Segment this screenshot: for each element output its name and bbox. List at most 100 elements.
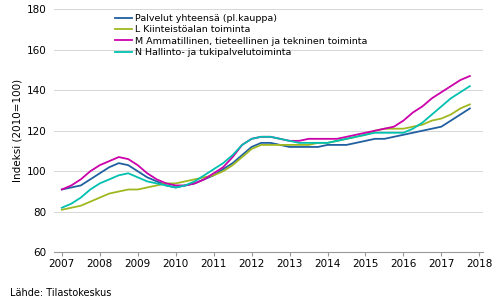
N Hallinto- ja tukipalvelutoiminta — [258, 135, 264, 139]
Text: Lähde: Tilastokeskus: Lähde: Tilastokeskus — [10, 288, 111, 298]
L Kiinteistöalan toiminta — [467, 102, 473, 106]
L Kiinteistöalan toiminta — [69, 206, 74, 209]
Palvelut yhteensä (pl.kauppa) — [420, 129, 425, 133]
M Ammatillinen, tieteellinen ja tekninen toiminta — [382, 127, 387, 130]
N Hallinto- ja tukipalvelutoiminta — [239, 143, 245, 147]
M Ammatillinen, tieteellinen ja tekninen toiminta — [438, 90, 444, 94]
M Ammatillinen, tieteellinen ja tekninen toiminta — [69, 184, 74, 187]
L Kiinteistöalan toiminta — [59, 208, 65, 212]
N Hallinto- ja tukipalvelutoiminta — [324, 141, 330, 145]
M Ammatillinen, tieteellinen ja tekninen toiminta — [173, 184, 178, 187]
Palvelut yhteensä (pl.kauppa) — [353, 141, 359, 145]
Palvelut yhteensä (pl.kauppa) — [296, 145, 302, 149]
Line: L Kiinteistöalan toiminta: L Kiinteistöalan toiminta — [62, 104, 470, 210]
L Kiinteistöalan toiminta — [211, 174, 216, 177]
Palvelut yhteensä (pl.kauppa) — [448, 119, 454, 123]
L Kiinteistöalan toiminta — [220, 169, 226, 173]
Palvelut yhteensä (pl.kauppa) — [286, 145, 292, 149]
M Ammatillinen, tieteellinen ja tekninen toiminta — [163, 181, 169, 185]
N Hallinto- ja tukipalvelutoiminta — [400, 131, 406, 135]
N Hallinto- ja tukipalvelutoiminta — [87, 188, 93, 191]
Legend: Palvelut yhteensä (pl.kauppa), L Kiinteistöalan toiminta, M Ammatillinen, tietee: Palvelut yhteensä (pl.kauppa), L Kiintei… — [115, 14, 368, 57]
M Ammatillinen, tieteellinen ja tekninen toiminta — [87, 169, 93, 173]
M Ammatillinen, tieteellinen ja tekninen toiminta — [420, 105, 425, 108]
Palvelut yhteensä (pl.kauppa) — [69, 186, 74, 189]
M Ammatillinen, tieteellinen ja tekninen toiminta — [78, 178, 84, 181]
Line: Palvelut yhteensä (pl.kauppa): Palvelut yhteensä (pl.kauppa) — [62, 109, 470, 189]
Palvelut yhteensä (pl.kauppa) — [324, 143, 330, 147]
L Kiinteistöalan toiminta — [353, 135, 359, 139]
Palvelut yhteensä (pl.kauppa) — [106, 165, 112, 169]
Palvelut yhteensä (pl.kauppa) — [116, 161, 122, 165]
Palvelut yhteensä (pl.kauppa) — [400, 133, 406, 136]
N Hallinto- ja tukipalvelutoiminta — [306, 141, 312, 145]
N Hallinto- ja tukipalvelutoiminta — [382, 131, 387, 135]
M Ammatillinen, tieteellinen ja tekninen toiminta — [230, 155, 236, 159]
M Ammatillinen, tieteellinen ja tekninen toiminta — [144, 171, 150, 175]
M Ammatillinen, tieteellinen ja tekninen toiminta — [458, 78, 463, 82]
M Ammatillinen, tieteellinen ja tekninen toiminta — [154, 178, 160, 181]
Palvelut yhteensä (pl.kauppa) — [154, 180, 160, 183]
N Hallinto- ja tukipalvelutoiminta — [420, 121, 425, 124]
Palvelut yhteensä (pl.kauppa) — [87, 178, 93, 181]
L Kiinteistöalan toiminta — [97, 196, 103, 199]
N Hallinto- ja tukipalvelutoiminta — [220, 161, 226, 165]
N Hallinto- ja tukipalvelutoiminta — [106, 178, 112, 181]
L Kiinteistöalan toiminta — [438, 117, 444, 120]
Palvelut yhteensä (pl.kauppa) — [201, 178, 207, 181]
M Ammatillinen, tieteellinen ja tekninen toiminta — [182, 184, 188, 187]
L Kiinteistöalan toiminta — [277, 143, 283, 147]
Palvelut yhteensä (pl.kauppa) — [277, 143, 283, 147]
Palvelut yhteensä (pl.kauppa) — [315, 145, 321, 149]
N Hallinto- ja tukipalvelutoiminta — [410, 127, 416, 130]
M Ammatillinen, tieteellinen ja tekninen toiminta — [59, 188, 65, 191]
L Kiinteistöalan toiminta — [315, 141, 321, 145]
Palvelut yhteensä (pl.kauppa) — [97, 171, 103, 175]
M Ammatillinen, tieteellinen ja tekninen toiminta — [362, 131, 368, 135]
M Ammatillinen, tieteellinen ja tekninen toiminta — [135, 163, 141, 167]
N Hallinto- ja tukipalvelutoiminta — [315, 141, 321, 145]
Palvelut yhteensä (pl.kauppa) — [230, 161, 236, 165]
N Hallinto- ja tukipalvelutoiminta — [182, 184, 188, 187]
M Ammatillinen, tieteellinen ja tekninen toiminta — [277, 137, 283, 141]
M Ammatillinen, tieteellinen ja tekninen toiminta — [353, 133, 359, 136]
N Hallinto- ja tukipalvelutoiminta — [173, 186, 178, 189]
L Kiinteistöalan toiminta — [258, 143, 264, 147]
Palvelut yhteensä (pl.kauppa) — [144, 175, 150, 179]
N Hallinto- ja tukipalvelutoiminta — [211, 168, 216, 171]
Palvelut yhteensä (pl.kauppa) — [391, 135, 397, 139]
N Hallinto- ja tukipalvelutoiminta — [125, 171, 131, 175]
N Hallinto- ja tukipalvelutoiminta — [97, 181, 103, 185]
N Hallinto- ja tukipalvelutoiminta — [277, 137, 283, 141]
Palvelut yhteensä (pl.kauppa) — [125, 163, 131, 167]
Line: N Hallinto- ja tukipalvelutoiminta: N Hallinto- ja tukipalvelutoiminta — [62, 86, 470, 208]
N Hallinto- ja tukipalvelutoiminta — [296, 141, 302, 145]
M Ammatillinen, tieteellinen ja tekninen toiminta — [296, 139, 302, 143]
M Ammatillinen, tieteellinen ja tekninen toiminta — [201, 178, 207, 181]
L Kiinteistöalan toiminta — [154, 184, 160, 187]
L Kiinteistöalan toiminta — [230, 163, 236, 167]
L Kiinteistöalan toiminta — [125, 188, 131, 191]
L Kiinteistöalan toiminta — [116, 190, 122, 193]
Palvelut yhteensä (pl.kauppa) — [59, 188, 65, 191]
Palvelut yhteensä (pl.kauppa) — [258, 141, 264, 145]
L Kiinteistöalan toiminta — [144, 186, 150, 189]
L Kiinteistöalan toiminta — [296, 143, 302, 147]
Palvelut yhteensä (pl.kauppa) — [362, 139, 368, 143]
M Ammatillinen, tieteellinen ja tekninen toiminta — [467, 74, 473, 78]
N Hallinto- ja tukipalvelutoiminta — [59, 206, 65, 209]
M Ammatillinen, tieteellinen ja tekninen toiminta — [211, 171, 216, 175]
N Hallinto- ja tukipalvelutoiminta — [116, 174, 122, 177]
L Kiinteistöalan toiminta — [106, 192, 112, 195]
L Kiinteistöalan toiminta — [306, 143, 312, 147]
N Hallinto- ja tukipalvelutoiminta — [467, 84, 473, 88]
M Ammatillinen, tieteellinen ja tekninen toiminta — [239, 143, 245, 147]
L Kiinteistöalan toiminta — [334, 139, 340, 143]
L Kiinteistöalan toiminta — [410, 125, 416, 129]
L Kiinteistöalan toiminta — [182, 180, 188, 183]
N Hallinto- ja tukipalvelutoiminta — [268, 135, 274, 139]
N Hallinto- ja tukipalvelutoiminta — [334, 139, 340, 143]
Palvelut yhteensä (pl.kauppa) — [410, 131, 416, 135]
L Kiinteistöalan toiminta — [372, 129, 378, 133]
M Ammatillinen, tieteellinen ja tekninen toiminta — [315, 137, 321, 141]
